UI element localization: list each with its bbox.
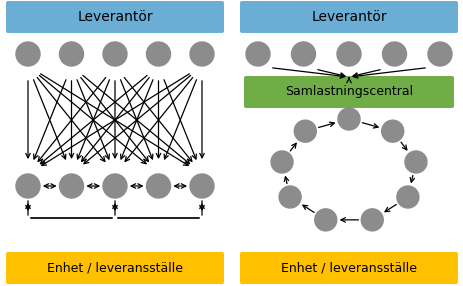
Circle shape (396, 186, 418, 208)
Circle shape (336, 42, 360, 66)
FancyBboxPatch shape (6, 1, 224, 33)
Circle shape (103, 42, 127, 66)
FancyBboxPatch shape (239, 252, 457, 284)
FancyBboxPatch shape (244, 76, 453, 108)
Circle shape (381, 120, 403, 142)
Text: Enhet / leveransställe: Enhet / leveransställe (47, 261, 182, 275)
Circle shape (314, 209, 336, 231)
Circle shape (16, 174, 40, 198)
Circle shape (294, 120, 316, 142)
Text: Leverantör: Leverantör (311, 10, 386, 24)
Circle shape (59, 174, 83, 198)
Circle shape (245, 42, 269, 66)
Circle shape (16, 42, 40, 66)
Circle shape (146, 174, 170, 198)
FancyBboxPatch shape (6, 252, 224, 284)
Circle shape (103, 174, 127, 198)
Circle shape (404, 151, 426, 173)
Circle shape (146, 42, 170, 66)
Circle shape (59, 42, 83, 66)
Circle shape (189, 42, 213, 66)
Text: Samlastningscentral: Samlastningscentral (284, 86, 412, 98)
Circle shape (279, 186, 300, 208)
Circle shape (427, 42, 451, 66)
Circle shape (291, 42, 315, 66)
FancyBboxPatch shape (239, 1, 457, 33)
Circle shape (337, 108, 359, 130)
Text: Enhet / leveransställe: Enhet / leveransställe (281, 261, 416, 275)
Circle shape (270, 151, 293, 173)
Text: Leverantör: Leverantör (77, 10, 152, 24)
Circle shape (189, 174, 213, 198)
Circle shape (382, 42, 406, 66)
Circle shape (361, 209, 382, 231)
